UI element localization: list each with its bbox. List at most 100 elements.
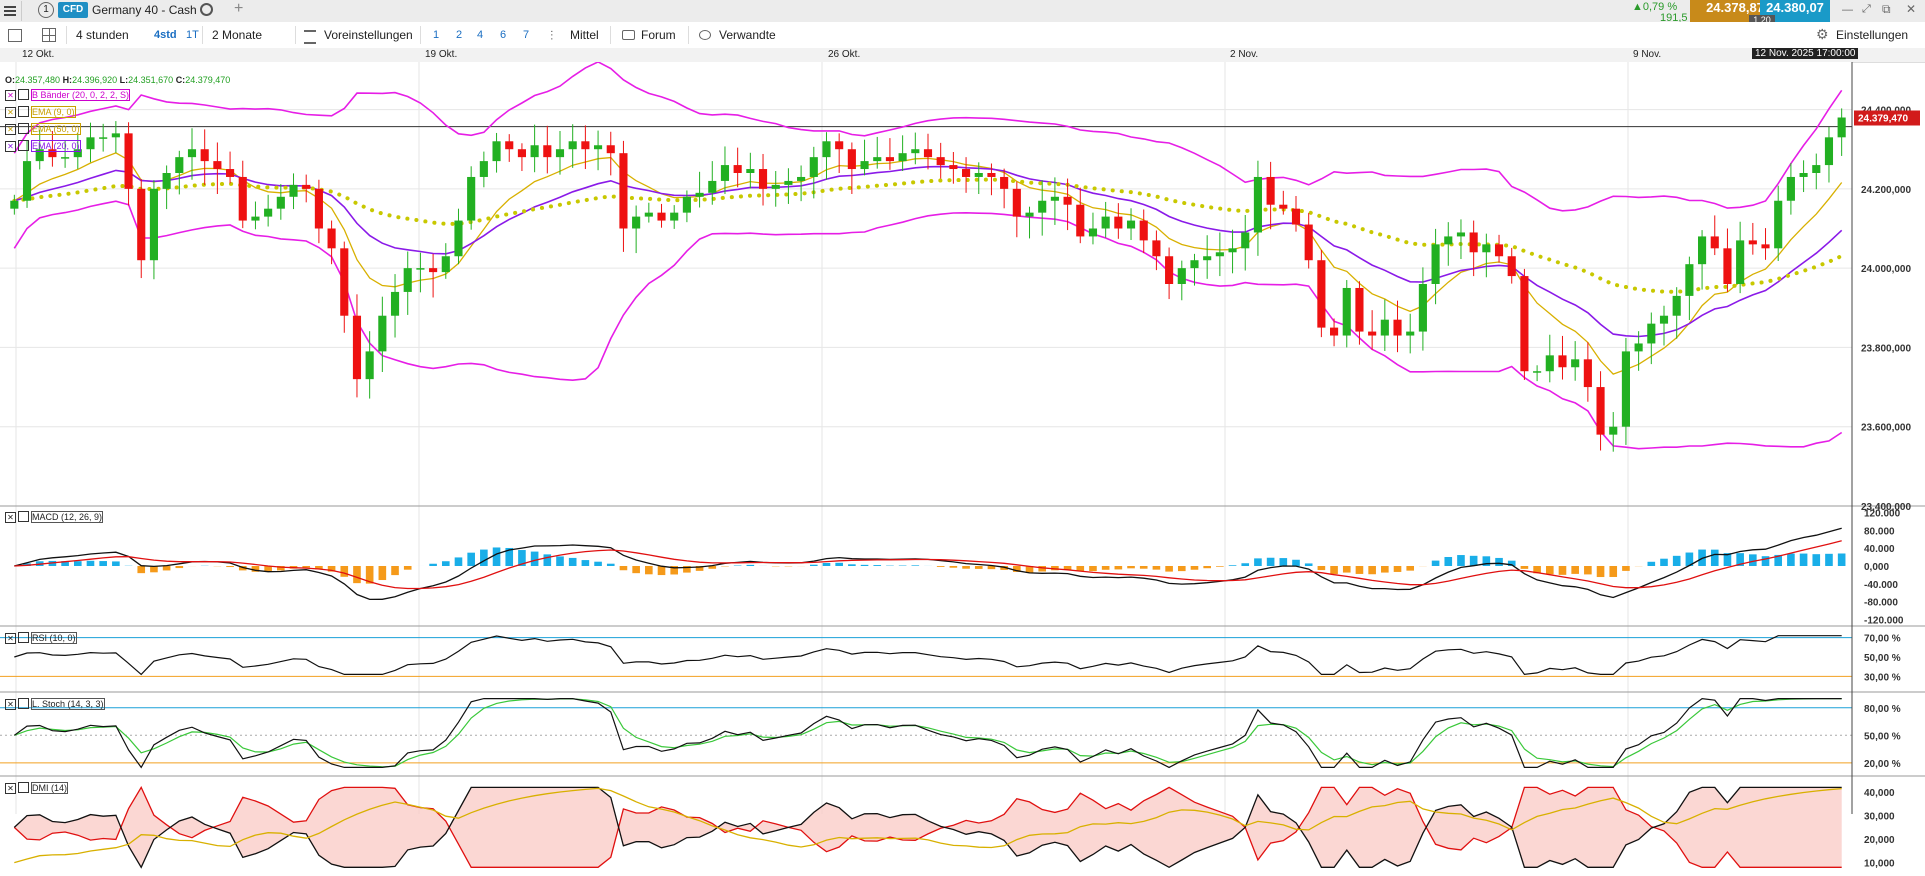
candle-body xyxy=(149,188,158,261)
panel-label-rsi[interactable]: ✕ RSI (10, 0) xyxy=(5,632,77,644)
macd-histogram-bar xyxy=(1431,560,1440,566)
interval-1t[interactable]: 1T xyxy=(186,29,199,41)
interval-dropdown[interactable]: 4 stunden xyxy=(76,28,129,42)
candle-body xyxy=(543,145,552,158)
candle-body xyxy=(797,176,806,181)
candle-body xyxy=(1317,260,1326,328)
rsi-tick-label: 50,00 % xyxy=(1864,653,1901,664)
tab-number[interactable]: 1 xyxy=(38,2,54,18)
candle-body xyxy=(137,188,146,261)
candle-body xyxy=(73,149,82,158)
candle-body xyxy=(898,153,907,162)
macd-histogram-bar xyxy=(556,556,564,566)
macd-histogram-bar xyxy=(251,566,260,572)
legend-ema20[interactable]: ✕ EMA (20, 0) xyxy=(5,140,81,152)
date-label: 9 Nov. xyxy=(1633,49,1662,60)
settings-button[interactable]: Einstellungen xyxy=(1836,28,1909,42)
hamburger-icon[interactable] xyxy=(4,4,16,18)
candle-body xyxy=(1038,200,1047,213)
candle-body xyxy=(479,161,488,177)
candle-body xyxy=(1456,232,1466,237)
macd-histogram-bar xyxy=(1025,566,1034,573)
presets-button[interactable]: Voreinstellungen xyxy=(324,28,413,42)
candle-body xyxy=(758,169,768,189)
macd-histogram-bar xyxy=(987,566,996,570)
panel-label-stoch[interactable]: ✕ L. Stoch (14, 3, 3) xyxy=(5,698,105,710)
forum-button[interactable]: Forum xyxy=(641,28,676,42)
candle-body xyxy=(1000,176,1009,189)
add-tab-button[interactable]: + xyxy=(234,0,244,17)
interval-4std[interactable]: 4std xyxy=(154,29,177,41)
chart-area[interactable]: 24.400,00024.200,00024.000,00023.800,000… xyxy=(0,62,1925,876)
candle-body xyxy=(124,133,133,189)
candle-body xyxy=(1253,176,1262,233)
related-button[interactable]: Verwandte xyxy=(719,28,776,42)
minimize-icon[interactable]: — xyxy=(1842,4,1853,16)
macd-histogram-bar xyxy=(327,566,336,572)
adx-line xyxy=(14,787,1842,864)
candle-body xyxy=(378,315,387,352)
macd-histogram-bar xyxy=(936,566,945,567)
panel-label-macd[interactable]: ✕ MACD (12, 26, 9) xyxy=(5,511,104,523)
macd-histogram-bar xyxy=(1342,566,1351,573)
macd-histogram-bar xyxy=(657,566,666,576)
macd-histogram-bar xyxy=(1330,566,1338,575)
instrument-name[interactable]: Germany 40 - Cash xyxy=(92,3,197,17)
macd-histogram-bar xyxy=(353,566,361,584)
last-price-label: 24.379,470 xyxy=(1858,114,1908,125)
bid-price: 24.378,87 xyxy=(1706,0,1764,15)
macd-histogram-bar xyxy=(1076,566,1085,572)
dmi-tick-label: 40,000 xyxy=(1864,788,1895,799)
macd-histogram-bar xyxy=(1812,554,1821,566)
candle-body xyxy=(860,161,869,170)
preset-4[interactable]: 4 xyxy=(477,29,484,41)
candle-body xyxy=(10,200,19,209)
candle-body xyxy=(454,220,463,257)
macd-histogram-bar xyxy=(226,566,234,568)
expand-icon[interactable]: ⤢ xyxy=(1862,3,1871,15)
candle-body xyxy=(733,165,742,173)
range-dropdown[interactable]: 2 Monate xyxy=(212,28,263,42)
candle-body xyxy=(835,141,844,150)
candle-body xyxy=(340,248,349,316)
candle-body xyxy=(1342,287,1351,336)
macd-histogram-bar xyxy=(1279,558,1288,566)
search-icon[interactable] xyxy=(200,3,213,16)
candle-body xyxy=(695,192,704,197)
macd-histogram-bar xyxy=(1254,558,1262,566)
close-icon[interactable]: ✕ xyxy=(1906,2,1917,16)
indicator-dropdown[interactable]: Mittel xyxy=(570,28,599,42)
macd-histogram-bar xyxy=(1520,566,1529,569)
preset-2[interactable]: 2 xyxy=(456,29,463,41)
legend-bb[interactable]: ✕ B Bänder (20, 0, 2, 2, S) xyxy=(5,89,131,101)
legend-ema50[interactable]: ✕ EMA (50, 0) xyxy=(5,123,81,135)
candle-body xyxy=(1647,323,1656,344)
change-absolute: 191,5 xyxy=(1660,12,1688,24)
preset-6[interactable]: 6 xyxy=(500,29,507,41)
preset-7[interactable]: 7 xyxy=(523,29,530,41)
macd-histogram-bar xyxy=(543,554,552,566)
dmi-tick-label: 10,000 xyxy=(1864,859,1895,870)
candle-body xyxy=(885,157,894,162)
legend-ema9[interactable]: ✕ EMA (9, 0) xyxy=(5,106,76,118)
price-tick-label: 23.400,000 xyxy=(1861,502,1911,513)
popout-icon[interactable]: ⧉ xyxy=(1882,2,1891,16)
macd-histogram-bar xyxy=(1139,566,1148,569)
panel-label-dmi[interactable]: ✕ DMI (14) xyxy=(5,782,69,794)
date-axis: 12 Okt. 19 Okt. 26 Okt. 2 Nov. 9 Nov. 12… xyxy=(0,48,1925,63)
macd-histogram-bar xyxy=(873,565,882,566)
macd-histogram-bar xyxy=(1710,549,1719,566)
macd-histogram-bar xyxy=(403,566,412,570)
settings-icon[interactable]: ⚙ xyxy=(1816,26,1829,42)
candle-body xyxy=(111,133,120,138)
preset-1[interactable]: 1 xyxy=(433,29,440,41)
layout-grid-icon[interactable] xyxy=(42,28,56,42)
stoch-tick-label: 50,00 % xyxy=(1864,731,1901,742)
macd-histogram-bar xyxy=(645,566,653,575)
ask-price-box[interactable]: 24.380,07 xyxy=(1760,0,1830,22)
price-tick-label: 24.000,000 xyxy=(1861,264,1911,275)
candle-body xyxy=(682,196,691,213)
sidebar-toggle-icon[interactable] xyxy=(8,29,22,42)
macd-histogram-bar xyxy=(1063,566,1072,570)
dmi-minus-line xyxy=(13,786,1842,868)
